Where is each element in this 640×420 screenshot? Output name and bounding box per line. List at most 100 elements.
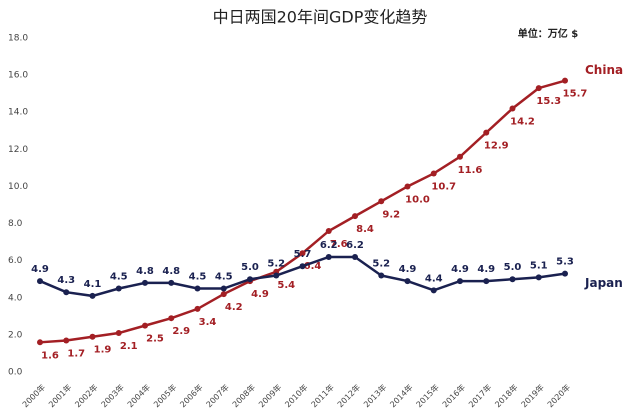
x-tick-label: 2011年 — [309, 382, 336, 409]
y-tick-label: 14.0 — [8, 108, 28, 118]
x-tick-label: 2010年 — [283, 382, 310, 409]
data-point — [220, 285, 227, 292]
x-tick-label: 2001年 — [46, 382, 73, 409]
data-label: 4.3 — [57, 275, 75, 286]
data-point — [63, 337, 70, 344]
x-tick-label: 2006年 — [178, 382, 205, 409]
data-label: 4.8 — [136, 266, 154, 277]
data-point — [325, 227, 332, 234]
data-point — [562, 77, 568, 84]
data-point — [37, 339, 43, 346]
data-label: 6.2 — [320, 240, 338, 251]
y-tick-label: 6.0 — [8, 256, 23, 266]
x-tick-label: 2007年 — [204, 382, 231, 409]
data-label: 4.8 — [162, 266, 180, 277]
data-label: 4.9 — [31, 264, 49, 275]
data-label: 1.9 — [94, 345, 112, 356]
data-label: 10.7 — [431, 181, 456, 192]
x-tick-label: 2013年 — [361, 382, 388, 409]
data-label: 4.5 — [189, 272, 207, 283]
legend-label: China — [585, 63, 623, 77]
y-tick-label: 4.0 — [8, 293, 23, 303]
data-label: 14.2 — [510, 117, 535, 128]
data-point — [220, 291, 227, 298]
data-label: 2.9 — [172, 326, 190, 337]
data-label: 11.6 — [458, 165, 483, 176]
unit-label: 单位：万亿 $ — [518, 27, 578, 40]
data-point — [404, 278, 411, 285]
data-point — [378, 272, 385, 279]
data-point — [483, 278, 490, 285]
data-label: 12.9 — [484, 141, 509, 152]
data-point — [430, 170, 437, 177]
data-label: 5.3 — [556, 257, 574, 268]
x-tick-label: 2009年 — [256, 382, 283, 409]
data-point — [509, 105, 516, 112]
x-tick-label: 2005年 — [151, 382, 178, 409]
x-tick-label: 2002年 — [73, 382, 100, 409]
y-tick-label: 18.0 — [8, 34, 28, 44]
legend-label: Japan — [584, 276, 623, 290]
data-point — [483, 129, 490, 136]
chart-title: 中日两国20年间GDP变化趋势 — [213, 8, 428, 27]
data-point — [352, 213, 358, 220]
data-point — [535, 274, 542, 281]
data-point — [115, 330, 122, 337]
data-point — [273, 272, 280, 279]
data-point — [89, 292, 96, 299]
x-tick-label: 2008年 — [230, 382, 257, 409]
data-point — [142, 279, 148, 286]
data-point — [404, 183, 411, 190]
data-label: 8.4 — [356, 224, 374, 235]
data-label: 5.0 — [241, 262, 259, 273]
y-tick-label: 12.0 — [8, 145, 28, 155]
data-label: 5.1 — [530, 260, 548, 271]
data-label: 6.2 — [346, 240, 364, 251]
data-point — [378, 198, 385, 205]
data-point — [509, 276, 516, 283]
series-line — [39, 79, 566, 344]
x-tick-label: 2018年 — [493, 382, 520, 409]
data-point — [194, 305, 201, 312]
data-point — [430, 287, 437, 294]
data-label: 4.4 — [425, 273, 443, 284]
data-point — [352, 253, 358, 260]
y-tick-label: 8.0 — [8, 219, 23, 229]
data-point — [457, 278, 463, 285]
data-label: 3.4 — [199, 317, 217, 328]
data-label: 2.5 — [146, 334, 164, 345]
data-label: 4.2 — [225, 302, 243, 313]
data-point — [457, 153, 463, 160]
data-point — [115, 285, 122, 292]
data-label: 7.6 — [330, 239, 348, 250]
data-label: 5.7 — [294, 249, 312, 260]
data-label: 5.0 — [504, 262, 522, 273]
data-label: 1.6 — [41, 350, 59, 361]
data-point — [247, 276, 253, 283]
data-point — [194, 285, 201, 292]
data-label: 4.9 — [251, 289, 269, 300]
data-point — [299, 250, 306, 257]
data-label: 4.5 — [110, 272, 128, 283]
data-label: 5.2 — [267, 259, 285, 270]
y-tick-label: 16.0 — [8, 71, 28, 81]
data-label: 5.2 — [372, 259, 390, 270]
data-label: 4.5 — [215, 272, 233, 283]
data-point — [142, 322, 148, 329]
x-tick-label: 2004年 — [125, 382, 152, 409]
data-point — [37, 278, 43, 285]
data-point — [325, 253, 332, 260]
data-point — [168, 315, 175, 322]
data-label: 4.9 — [451, 264, 469, 275]
data-label: 15.7 — [563, 89, 588, 100]
data-point — [63, 289, 70, 296]
x-tick-label: 2016年 — [440, 382, 467, 409]
x-tick-label: 2019年 — [519, 382, 546, 409]
x-tick-label: 2017年 — [466, 382, 493, 409]
data-label: 4.9 — [399, 264, 417, 275]
x-tick-label: 2012年 — [335, 382, 362, 409]
data-point — [299, 263, 306, 270]
y-tick-label: 10.0 — [8, 182, 28, 192]
data-label: 5.4 — [277, 280, 295, 291]
